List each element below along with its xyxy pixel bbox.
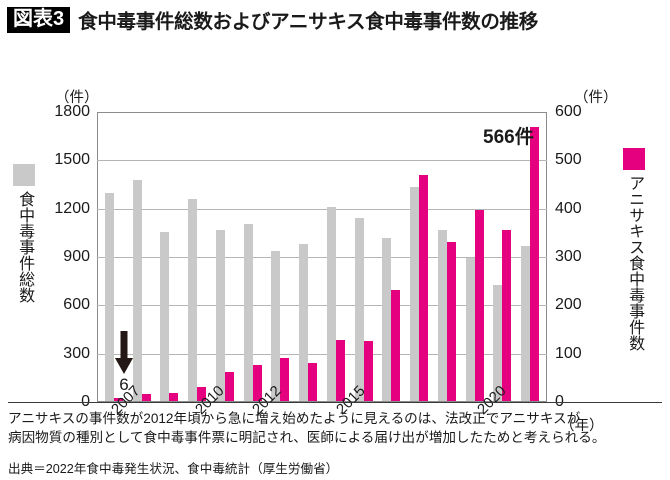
left-tick-label: 1500 — [54, 151, 90, 169]
bar-group — [183, 113, 211, 401]
bar-anisakis-cases — [224, 372, 234, 401]
bar-anisakis-cases — [252, 365, 262, 401]
footer: アニサキスの事件数が2012年頃から急に増え始めたように見えるのは、法改正でアニ… — [0, 396, 670, 480]
legend-swatch-anisakis — [623, 148, 645, 170]
legend-label-anisakis: アニサキス食中毒事件数 — [626, 175, 644, 351]
legend-label-total: 食中毒事件総数 — [16, 191, 34, 303]
bar-group — [211, 113, 239, 401]
bar-group — [350, 113, 378, 401]
gridline — [97, 354, 547, 355]
left-tick-label: 600 — [63, 296, 90, 314]
bar-total-cases — [382, 237, 392, 401]
bar-group — [294, 113, 322, 401]
bar-anisakis-cases — [169, 392, 179, 401]
bar-total-cases — [243, 223, 253, 401]
gridline — [97, 257, 547, 258]
legend-total-cases: 食中毒事件総数 — [6, 164, 42, 303]
bar-anisakis-cases — [391, 289, 401, 401]
peak-value-annotation: 566件 — [483, 127, 534, 148]
bar-anisakis-cases — [280, 358, 290, 401]
footnote-line-1: アニサキスの事件数が2012年頃から急に増え始めたように見えるのは、法改正でアニ… — [8, 411, 581, 426]
gridline — [97, 209, 547, 210]
left-tick-label: 900 — [63, 248, 90, 265]
chart-container: （件） （件） 0 300 600 900 1200 1500 1800 0 100 200 30… — [0, 36, 670, 434]
gridline — [97, 160, 547, 161]
bar-group — [489, 113, 517, 401]
right-tick-label: 100 — [555, 344, 582, 362]
bar-group — [128, 113, 156, 401]
right-tick-label: 0 — [555, 393, 564, 411]
left-tick-label: 300 — [63, 344, 90, 362]
bar-group — [267, 113, 295, 401]
bar-total-cases — [104, 193, 114, 401]
page-title: 食中毒事件総数およびアニサキス食中毒事件数の推移 — [78, 11, 538, 33]
bar-total-cases — [160, 232, 170, 401]
gridline — [97, 305, 547, 306]
left-tick-label: 1200 — [54, 199, 90, 217]
bar-total-cases — [215, 229, 225, 401]
title-bar: 図表3 食中毒事件総数およびアニサキス食中毒事件数の推移 — [0, 0, 670, 36]
right-tick-label: 300 — [555, 248, 582, 265]
bar-group — [461, 113, 489, 401]
bar-anisakis-cases — [446, 242, 456, 401]
bar-group — [239, 113, 267, 401]
bar-anisakis-cases — [474, 209, 484, 401]
down-arrow-icon — [115, 331, 133, 374]
bar-anisakis-cases — [308, 362, 318, 401]
bar-total-cases — [521, 246, 531, 401]
bar-series-layer — [98, 113, 546, 401]
right-tick-label: 500 — [555, 151, 582, 169]
x-axis-unit: （年） — [560, 418, 604, 434]
bar-group — [405, 113, 433, 401]
bar-anisakis-cases — [141, 394, 151, 401]
bar-group — [378, 113, 406, 401]
first-value-label: 6 — [119, 375, 129, 394]
right-tick-label: 400 — [555, 199, 582, 217]
bar-group — [322, 113, 350, 401]
bar-anisakis-cases — [363, 341, 373, 401]
bar-anisakis-cases — [335, 339, 345, 401]
bar-total-cases — [326, 207, 336, 401]
bar-total-cases — [132, 180, 142, 401]
source-citation: 出典＝2022年食中毒発生状況、食中毒統計（厚生労働省） — [8, 461, 339, 476]
bar-anisakis-cases — [197, 386, 207, 401]
bar-anisakis-cases — [502, 229, 512, 401]
bar-total-cases — [465, 258, 475, 401]
right-axis-unit: （件） — [574, 90, 618, 106]
bar-total-cases — [271, 251, 281, 401]
footer-divider — [8, 402, 662, 403]
bar-total-cases — [188, 198, 198, 401]
right-tick-label: 200 — [555, 296, 582, 314]
bar-anisakis-cases — [113, 398, 123, 401]
bar-total-cases — [354, 217, 364, 401]
bar-group — [433, 113, 461, 401]
bar-total-cases — [437, 230, 447, 401]
first-value-callout: 6 — [112, 331, 136, 393]
bar-total-cases — [410, 186, 420, 401]
footnote-line-2: 病因物質の種別として食中毒事件票に明記され、医師による届け出が増加したためと考え… — [8, 429, 606, 445]
bar-total-cases — [299, 243, 309, 401]
legend-swatch-total — [13, 164, 35, 186]
left-tick-label: 0 — [37, 393, 90, 411]
bar-total-cases — [493, 285, 503, 401]
bar-anisakis-cases — [419, 174, 429, 401]
bar-group — [100, 113, 128, 401]
bar-anisakis-cases — [530, 127, 540, 401]
legend-anisakis-cases: アニサキス食中毒事件数 — [616, 148, 652, 351]
figure-badge: 図表3 — [7, 6, 71, 33]
bar-group — [516, 113, 544, 401]
left-axis-unit: （件） — [55, 90, 99, 106]
right-tick-label: 600 — [555, 103, 582, 120]
left-tick-label: 1800 — [54, 103, 90, 120]
bar-group — [156, 113, 184, 401]
